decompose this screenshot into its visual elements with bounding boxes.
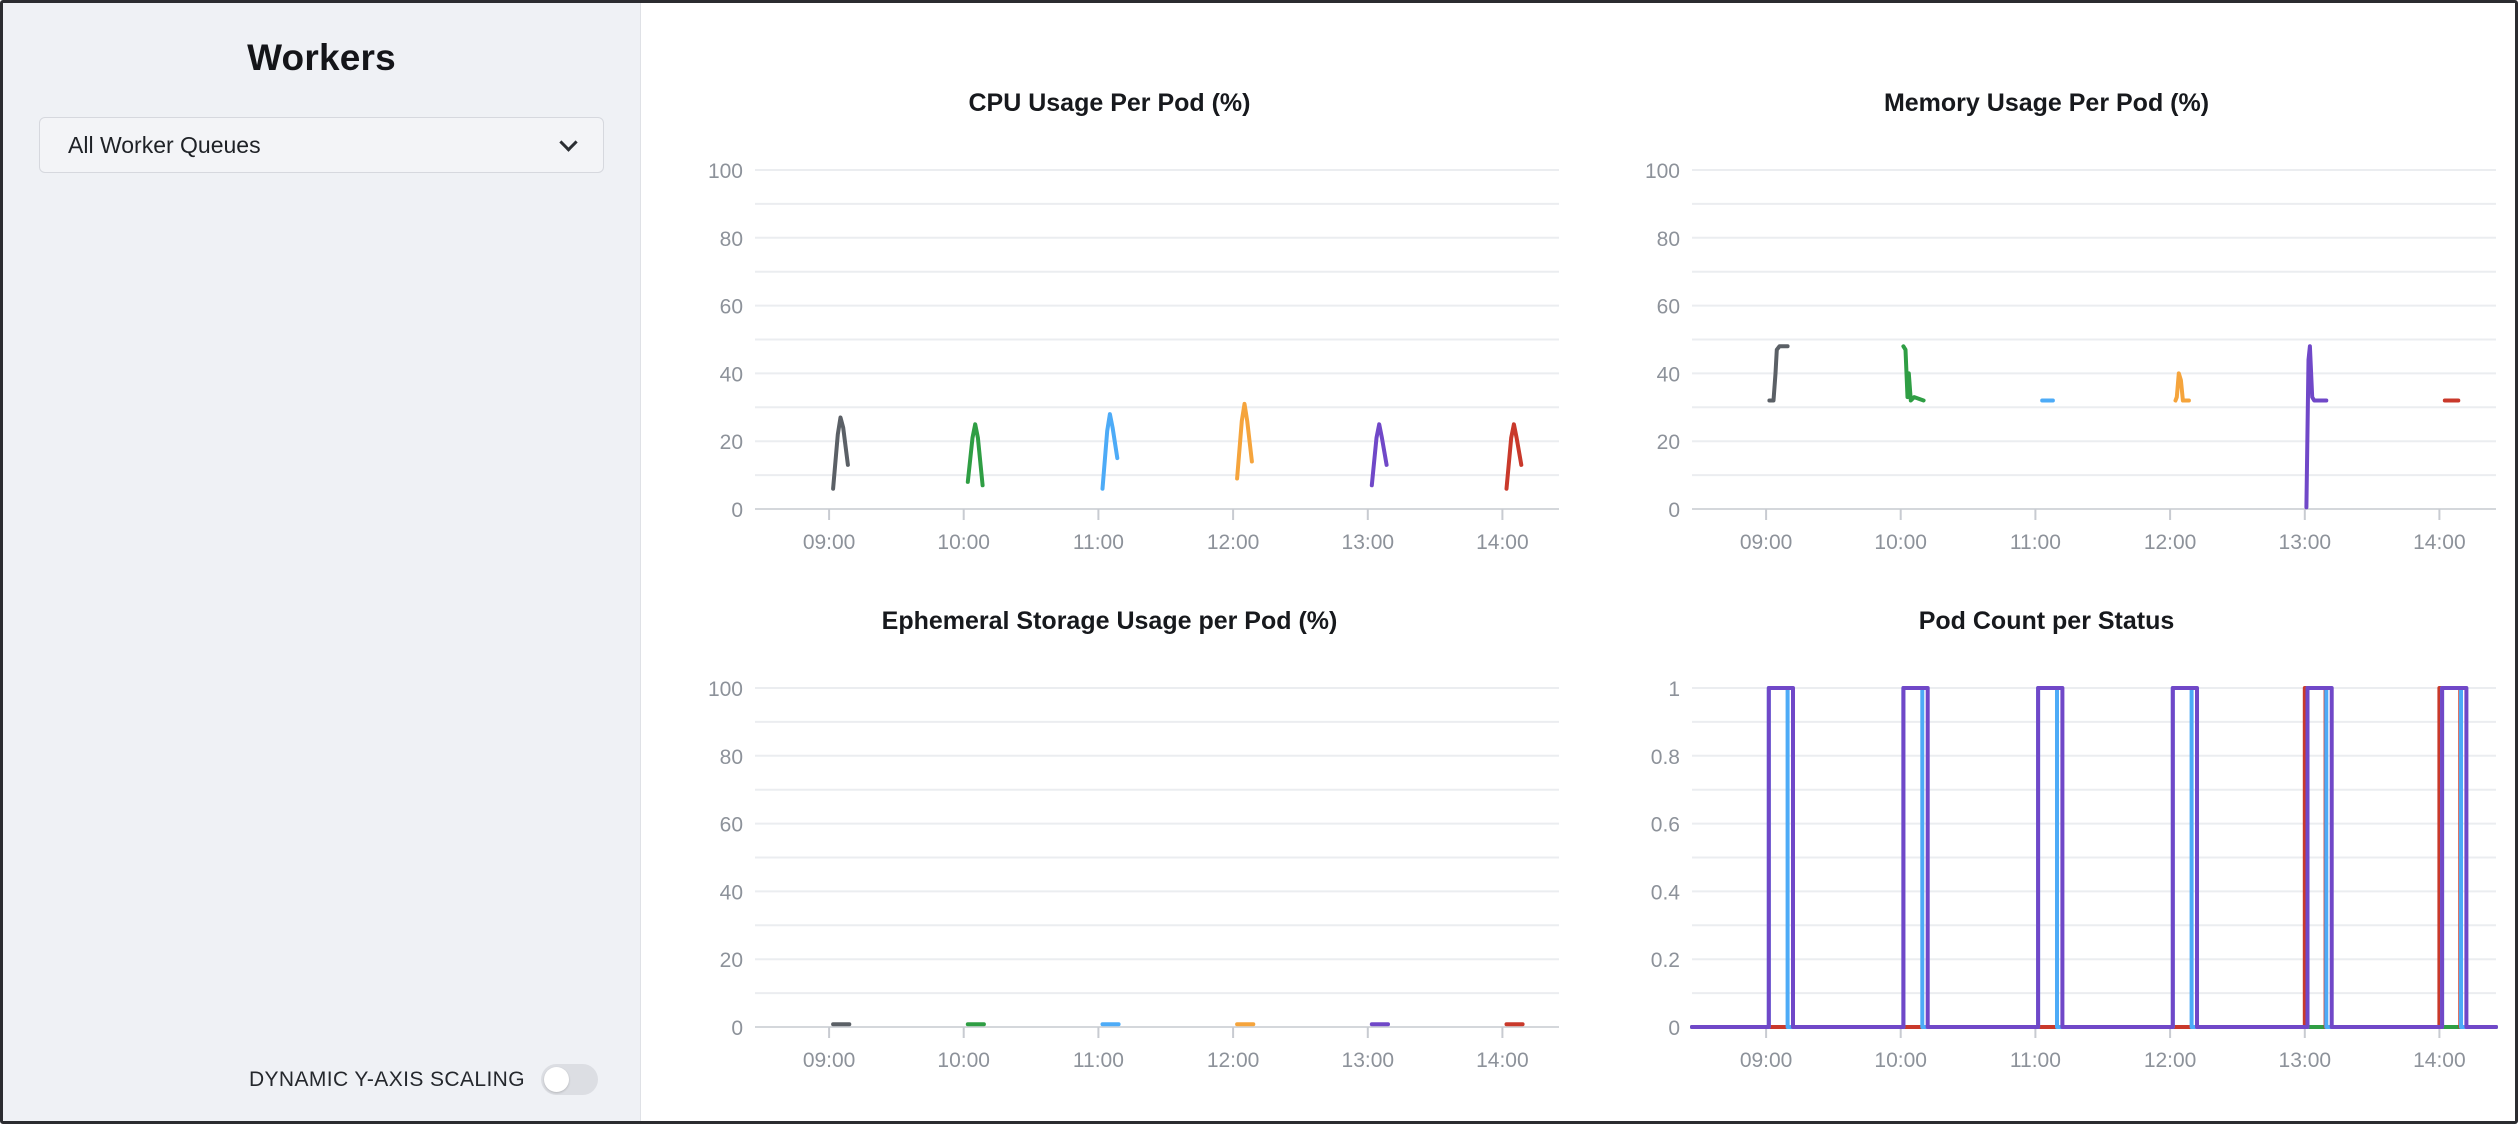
y-axis-label: 60 bbox=[720, 296, 743, 319]
series-line bbox=[1901, 344, 1926, 403]
series-line bbox=[1369, 422, 1389, 488]
series-line bbox=[965, 422, 985, 488]
y-axis-label: 100 bbox=[708, 678, 743, 701]
series-line bbox=[1690, 686, 2498, 1029]
charts-grid: CPU Usage Per Pod (%) 09:00 10:00 11:00 12:… bbox=[641, 3, 2515, 1121]
series-line bbox=[831, 415, 850, 491]
x-axis-label: 13:00 bbox=[2279, 1049, 2332, 1072]
y-axis-label: 0 bbox=[731, 1017, 743, 1040]
x-axis-label: 09:00 bbox=[1740, 1049, 1793, 1072]
series-line bbox=[1767, 344, 1790, 403]
x-axis-label: 11:00 bbox=[1073, 1049, 1124, 1072]
series-line bbox=[2304, 344, 2329, 510]
y-axis-label: 100 bbox=[1645, 160, 1680, 183]
chart-cpu-usage: CPU Usage Per Pod (%) 09:00 10:00 11:00 12:… bbox=[641, 59, 1578, 577]
cpu-usage-plot: 09:00 10:00 11:00 12:00 13:00 14:00 0 20 40 60 80 1… bbox=[708, 160, 1559, 554]
chart-title: Pod Count per Status bbox=[1918, 606, 2175, 635]
y-axis-label: 1 bbox=[1668, 678, 1680, 701]
x-axis-label: 09:00 bbox=[803, 531, 856, 554]
y-axis-label: 0.8 bbox=[1651, 746, 1680, 769]
x-axis-label: 14:00 bbox=[2413, 531, 2466, 554]
memory-usage-plot: 09:00 10:00 11:00 12:00 13:00 14:00 0 20 40 60 80 1… bbox=[1645, 160, 2496, 554]
toggle-knob bbox=[544, 1067, 569, 1092]
x-axis-label: 12:00 bbox=[2144, 531, 2197, 554]
x-axis-label: 14:00 bbox=[2413, 1049, 2466, 1072]
x-axis-label: 10:00 bbox=[937, 1049, 990, 1072]
x-axis-label: 12:00 bbox=[1207, 1049, 1260, 1072]
x-axis-label: 13:00 bbox=[1342, 1049, 1395, 1072]
x-axis-label: 10:00 bbox=[937, 531, 990, 554]
worker-queue-select-value: All Worker Queues bbox=[68, 131, 261, 158]
y-axis-label: 40 bbox=[720, 363, 743, 386]
y-axis-label: 100 bbox=[708, 160, 743, 183]
y-axis-label: 20 bbox=[1657, 431, 1680, 454]
sidebar: Workers All Worker Queues DYNAMIC Y-AXIS… bbox=[3, 3, 641, 1121]
y-axis-label: 0.4 bbox=[1651, 881, 1681, 904]
chart-title: Ephemeral Storage Usage per Pod (%) bbox=[881, 606, 1338, 635]
y-axis-label: 60 bbox=[720, 814, 743, 837]
series-line bbox=[1100, 412, 1120, 491]
y-axis-label: 0 bbox=[731, 499, 743, 522]
dynamic-y-axis-label: DYNAMIC Y-AXIS SCALING bbox=[248, 1067, 525, 1091]
y-axis-label: 0.6 bbox=[1651, 814, 1680, 837]
x-axis-label: 14:00 bbox=[1476, 1049, 1529, 1072]
y-axis-label: 40 bbox=[1657, 363, 1680, 386]
x-axis-label: 13:00 bbox=[2279, 531, 2332, 554]
x-axis-label: 11:00 bbox=[1073, 531, 1124, 554]
dynamic-y-axis-row: DYNAMIC Y-AXIS SCALING bbox=[3, 1064, 640, 1095]
chevron-down-icon bbox=[559, 132, 578, 152]
y-axis-label: 80 bbox=[1657, 228, 1680, 251]
chart-pod-count: Pod Count per Status 09:00 10:00 11:00 12:0… bbox=[1578, 577, 2515, 1095]
x-axis-label: 12:00 bbox=[1207, 531, 1260, 554]
x-axis-label: 11:00 bbox=[2010, 531, 2061, 554]
pod-count-plot: 09:00 10:00 11:00 12:00 13:00 14:00 0 0.2 0.4 0.6… bbox=[1651, 678, 2498, 1072]
chart-memory-usage: Memory Usage Per Pod (%) 09:00 10:00 11:00… bbox=[1578, 59, 2515, 577]
y-axis-label: 0.2 bbox=[1651, 949, 1680, 972]
x-axis-label: 11:00 bbox=[2010, 1049, 2061, 1072]
worker-queue-select[interactable]: All Worker Queues bbox=[39, 117, 604, 173]
x-axis-label: 13:00 bbox=[1342, 531, 1395, 554]
x-axis-label: 12:00 bbox=[2144, 1049, 2197, 1072]
ephemeral-storage-plot: 09:00 10:00 11:00 12:00 13:00 14:00 0 20 40 60 80 1… bbox=[708, 678, 1559, 1072]
chart-title: CPU Usage Per Pod (%) bbox=[968, 88, 1251, 117]
y-axis-label: 0 bbox=[1668, 1017, 1680, 1040]
series-line bbox=[1504, 422, 1524, 491]
y-axis-label: 40 bbox=[720, 881, 743, 904]
y-axis-label: 20 bbox=[720, 431, 743, 454]
x-axis-label: 10:00 bbox=[1874, 1049, 1927, 1072]
series-line bbox=[2173, 371, 2191, 403]
x-axis-label: 09:00 bbox=[1740, 531, 1793, 554]
chart-ephemeral-storage: Ephemeral Storage Usage per Pod (%) 09:0… bbox=[641, 577, 1578, 1095]
chart-title: Memory Usage Per Pod (%) bbox=[1883, 88, 2210, 117]
y-axis-label: 0 bbox=[1668, 499, 1680, 522]
dynamic-y-axis-toggle[interactable] bbox=[541, 1064, 598, 1095]
x-axis-label: 10:00 bbox=[1874, 531, 1927, 554]
y-axis-label: 80 bbox=[720, 228, 743, 251]
y-axis-label: 60 bbox=[1657, 296, 1680, 319]
y-axis-label: 80 bbox=[720, 746, 743, 769]
page-title: Workers bbox=[247, 37, 396, 78]
y-axis-label: 20 bbox=[720, 949, 743, 972]
series-line bbox=[1235, 401, 1254, 481]
x-axis-label: 14:00 bbox=[1476, 531, 1529, 554]
x-axis-label: 09:00 bbox=[803, 1049, 856, 1072]
